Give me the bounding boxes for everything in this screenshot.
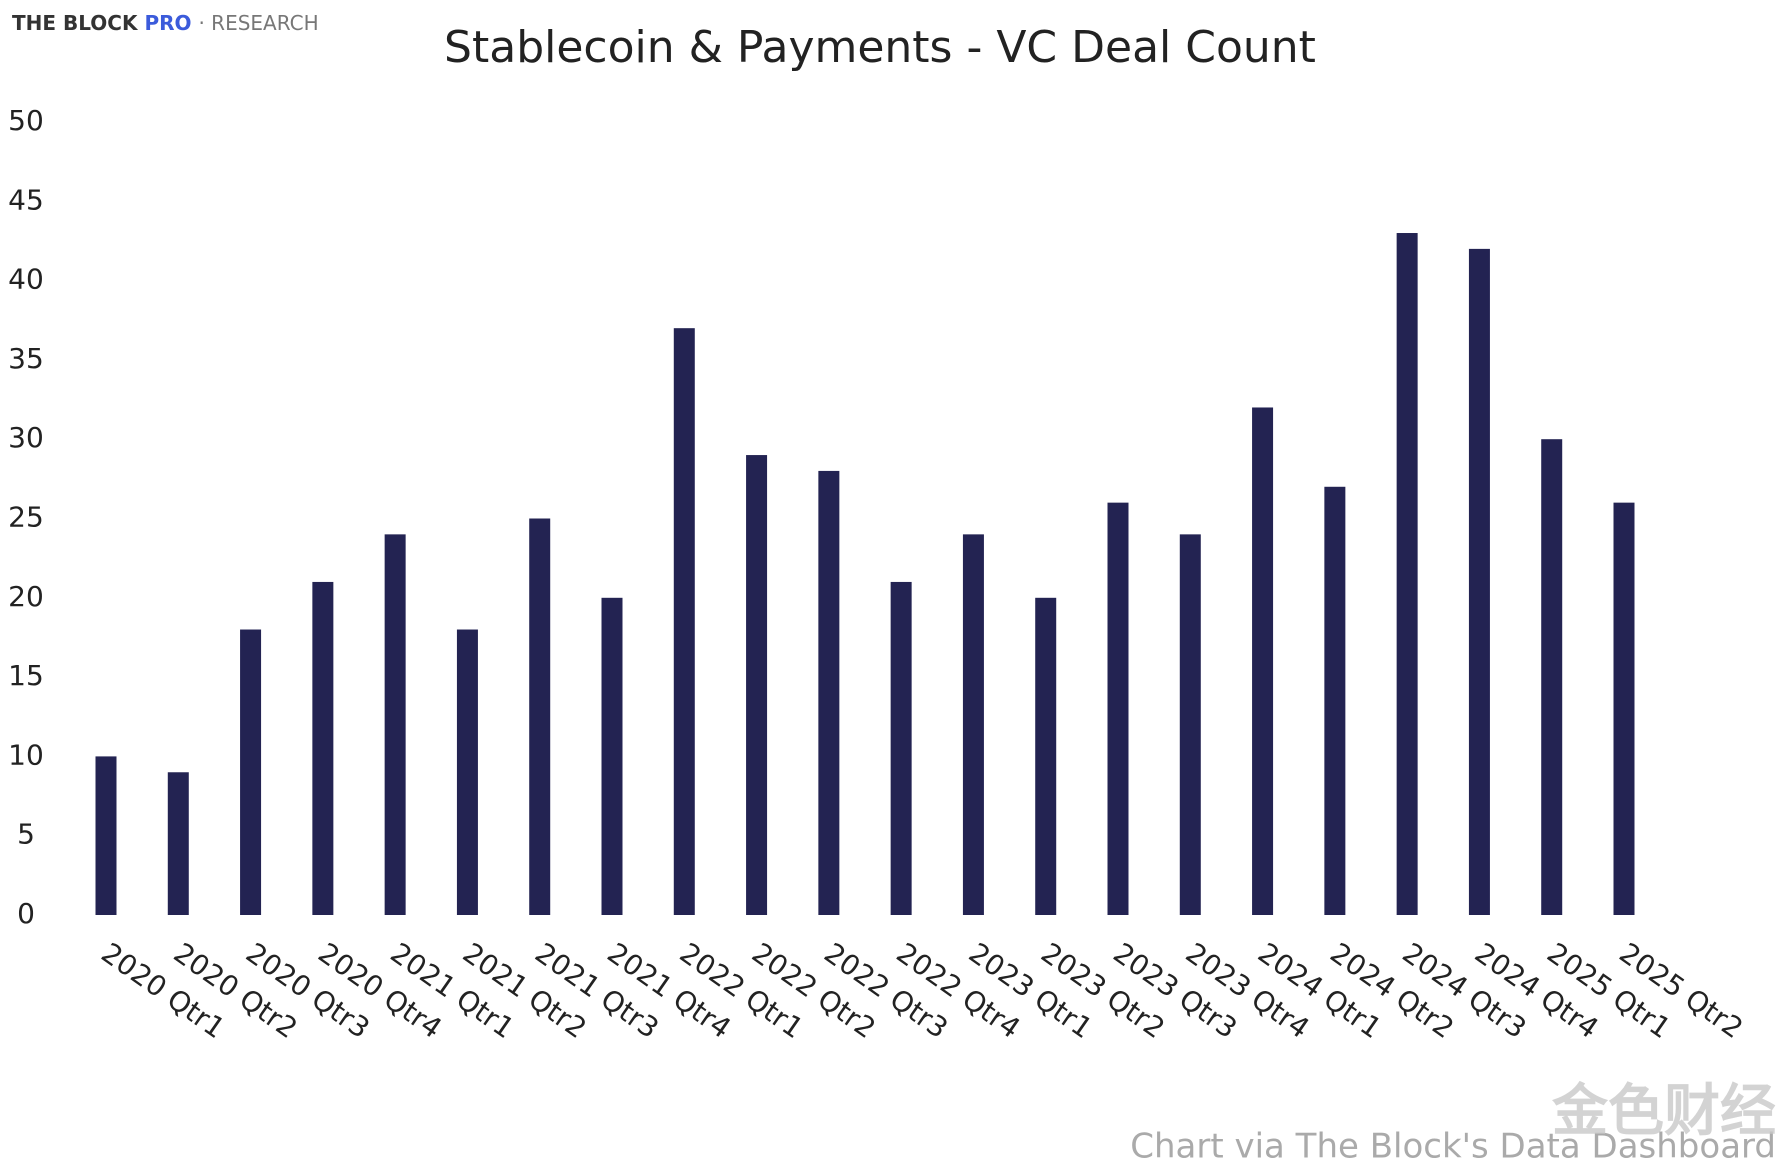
bar [240,629,262,915]
y-tick-label: 0 [17,897,35,930]
bar [384,534,406,915]
brand-tier: PRO [144,11,191,35]
source-note: Chart via The Block's Data Dashboard [1130,1127,1776,1167]
bar [1613,502,1635,915]
y-tick-label: 20 [8,580,44,613]
bar [673,328,695,915]
bar [529,518,551,915]
brand: THE BLOCK PRO · RESEARCH [12,11,319,35]
y-tick-label: 10 [8,738,44,771]
y-tick-label: 15 [8,659,44,692]
bar [962,534,984,915]
bar [167,772,189,915]
y-tick-label: 25 [8,501,44,534]
bar [1468,248,1490,915]
bar [1035,597,1057,915]
bar [890,581,912,915]
y-tick-label: 30 [8,421,44,454]
bar [1324,486,1346,915]
bar [1396,233,1418,915]
bar [746,455,768,915]
bar [1179,534,1201,915]
y-tick-label: 35 [8,342,44,375]
y-tick-label: 40 [8,263,44,296]
bar [95,756,117,915]
watermark: 金色财经 [1551,1079,1776,1144]
chart-title: Stablecoin & Payments - VC Deal Count [444,22,1316,73]
bar [1541,439,1563,915]
bar [456,629,478,915]
bar [312,581,334,915]
y-tick-label: 50 [8,104,44,137]
y-tick-label: 5 [17,818,35,851]
y-tick-label: 45 [8,183,44,216]
bar [1107,502,1129,915]
bar [1252,407,1274,915]
brand-section: · RESEARCH [198,11,318,35]
bar [601,597,623,915]
brand-name: THE BLOCK [12,11,139,35]
bar [818,470,840,915]
